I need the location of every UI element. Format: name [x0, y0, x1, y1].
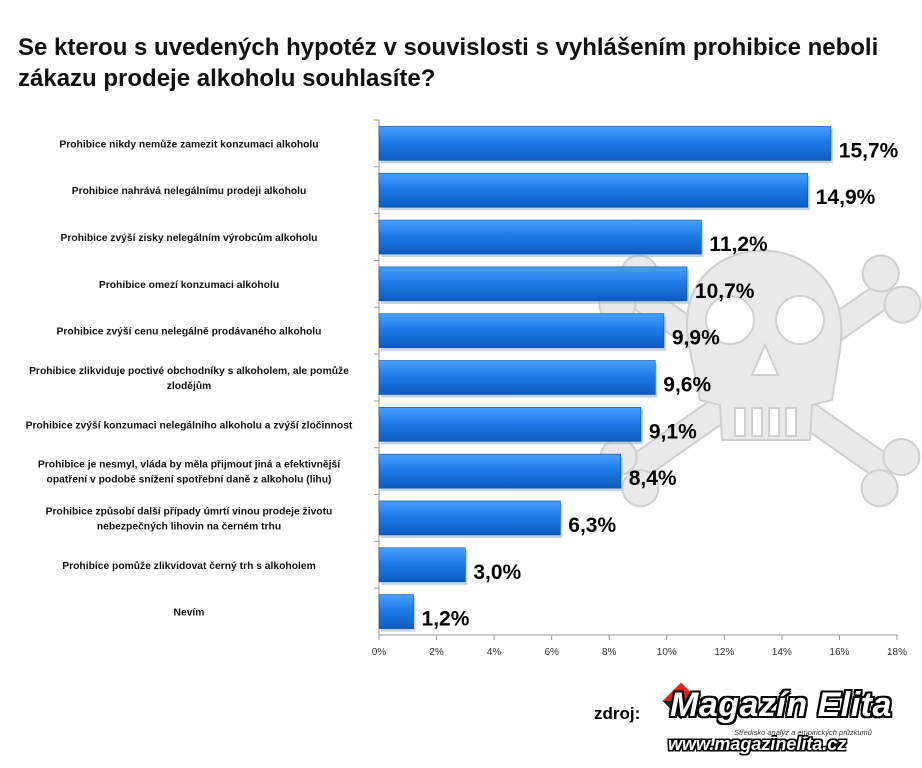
chart-title: Se kterou s uvedených hypotéz v souvislo…	[18, 34, 879, 92]
value-label: 9,9%	[672, 327, 720, 350]
x-tick-label: 18%	[887, 647, 907, 658]
x-tick-label: 14%	[772, 647, 792, 658]
source-label: zdroj:	[594, 704, 641, 723]
category-label-line: Prohibice zvýší cenu nelegálně prodávané…	[57, 327, 322, 338]
x-tick-label: 2%	[429, 647, 444, 658]
bar	[378, 219, 702, 255]
category-label-line: Prohibice zvýší zisky nelegálním výrobců…	[61, 232, 318, 244]
x-tick-label: 8%	[602, 647, 617, 658]
category-label: Prohibice nahrává nelegálnímu prodeji al…	[72, 186, 307, 197]
category-label: Prohibice je nesmyl, vláda by měla přijm…	[38, 460, 341, 486]
bar	[378, 266, 688, 302]
category-label-line: opatření v podobě snížení spotřební daně…	[47, 475, 332, 486]
bar	[378, 500, 561, 536]
value-label: 15,7%	[839, 139, 899, 162]
value-label: 9,6%	[663, 374, 711, 397]
x-tick-label: 4%	[487, 647, 502, 658]
category-label-line: Prohibice je nesmyl, vláda by měla přijm…	[38, 460, 341, 471]
value-label: 11,2%	[709, 233, 768, 256]
category-labels: Prohibice nikdy nemůže zamezit konzumaci…	[26, 138, 353, 618]
value-labels: 15,7% 14,9% 11,2% 10,7% 9,9% 9,6% 9,1% 8,4% 6,3%…	[422, 139, 899, 630]
x-tick-label: 16%	[829, 647, 849, 658]
category-label-line: zlodějům	[167, 380, 212, 392]
category-label-line: Prohibice zvýší konzumaci nelegálního al…	[26, 420, 353, 431]
category-label-line: nebezpečných lihovin na černém trhu	[97, 521, 281, 532]
category-label: Prohibice zvýší konzumaci nelegálního al…	[26, 420, 353, 431]
category-label: Prohibice zvýší zisky nelegálním výrobců…	[61, 232, 318, 244]
category-label: Prohibice omezí konzumaci alkoholu	[99, 280, 279, 291]
bar	[378, 407, 642, 442]
logo-name: Magazín Elita	[670, 686, 892, 724]
category-label-line: Prohibice zlikviduje poctivé obchodníky …	[29, 365, 349, 377]
bars	[374, 119, 833, 632]
x-tick-label: 6%	[544, 647, 559, 658]
category-label-line: Prohibice omezí konzumaci alkoholu	[99, 280, 279, 291]
bar	[378, 126, 832, 161]
value-label: 8,4%	[629, 467, 677, 490]
value-label: 10,7%	[695, 280, 755, 303]
value-label: 14,9%	[816, 186, 876, 209]
category-label: Prohibice pomůže zlikvidovat černý trh s…	[62, 560, 316, 572]
value-label: 9,1%	[649, 420, 697, 443]
magazin-elita-logo: Magazín Elita Středisko analýz a empiric…	[660, 682, 918, 768]
bar	[378, 172, 809, 208]
logo-tagline: Středisko analýz a empirických průzkumů	[734, 728, 872, 737]
bar	[378, 453, 622, 489]
value-label: 6,3%	[568, 514, 616, 537]
bar	[378, 360, 656, 395]
x-tick-label: 12%	[714, 647, 734, 658]
category-label: Prohibice zlikviduje poctivé obchodníky …	[29, 365, 349, 392]
bar	[378, 594, 414, 629]
category-label-line: Nevím	[174, 608, 205, 619]
category-label-line: Prohibice pomůže zlikvidovat černý trh s…	[62, 560, 316, 572]
category-label: Nevím	[174, 608, 205, 619]
category-label: Prohibice způsobí další případy úmrtí vi…	[46, 505, 333, 532]
bar	[378, 547, 466, 583]
x-axis-ticks: 0% 2% 4% 6% 8% 10% 12% 14% 16% 18%	[372, 635, 907, 658]
category-label: Prohibice zvýší cenu nelegálně prodávané…	[57, 327, 322, 338]
value-label: 1,2%	[422, 608, 470, 631]
x-tick-label: 10%	[657, 647, 677, 658]
category-label: Prohibice nikdy nemůže zamezit konzumaci…	[59, 138, 318, 150]
value-label: 3,0%	[473, 561, 521, 584]
category-label-line: Prohibice nahrává nelegálnímu prodeji al…	[72, 186, 307, 197]
x-tick-label: 0%	[372, 647, 387, 658]
category-label-line: Prohibice způsobí další případy úmrtí vi…	[46, 505, 333, 517]
category-label-line: Prohibice nikdy nemůže zamezit konzumaci…	[59, 138, 318, 150]
bar	[378, 313, 665, 348]
logo-url[interactable]: www.magazinelita.cz	[668, 734, 847, 754]
